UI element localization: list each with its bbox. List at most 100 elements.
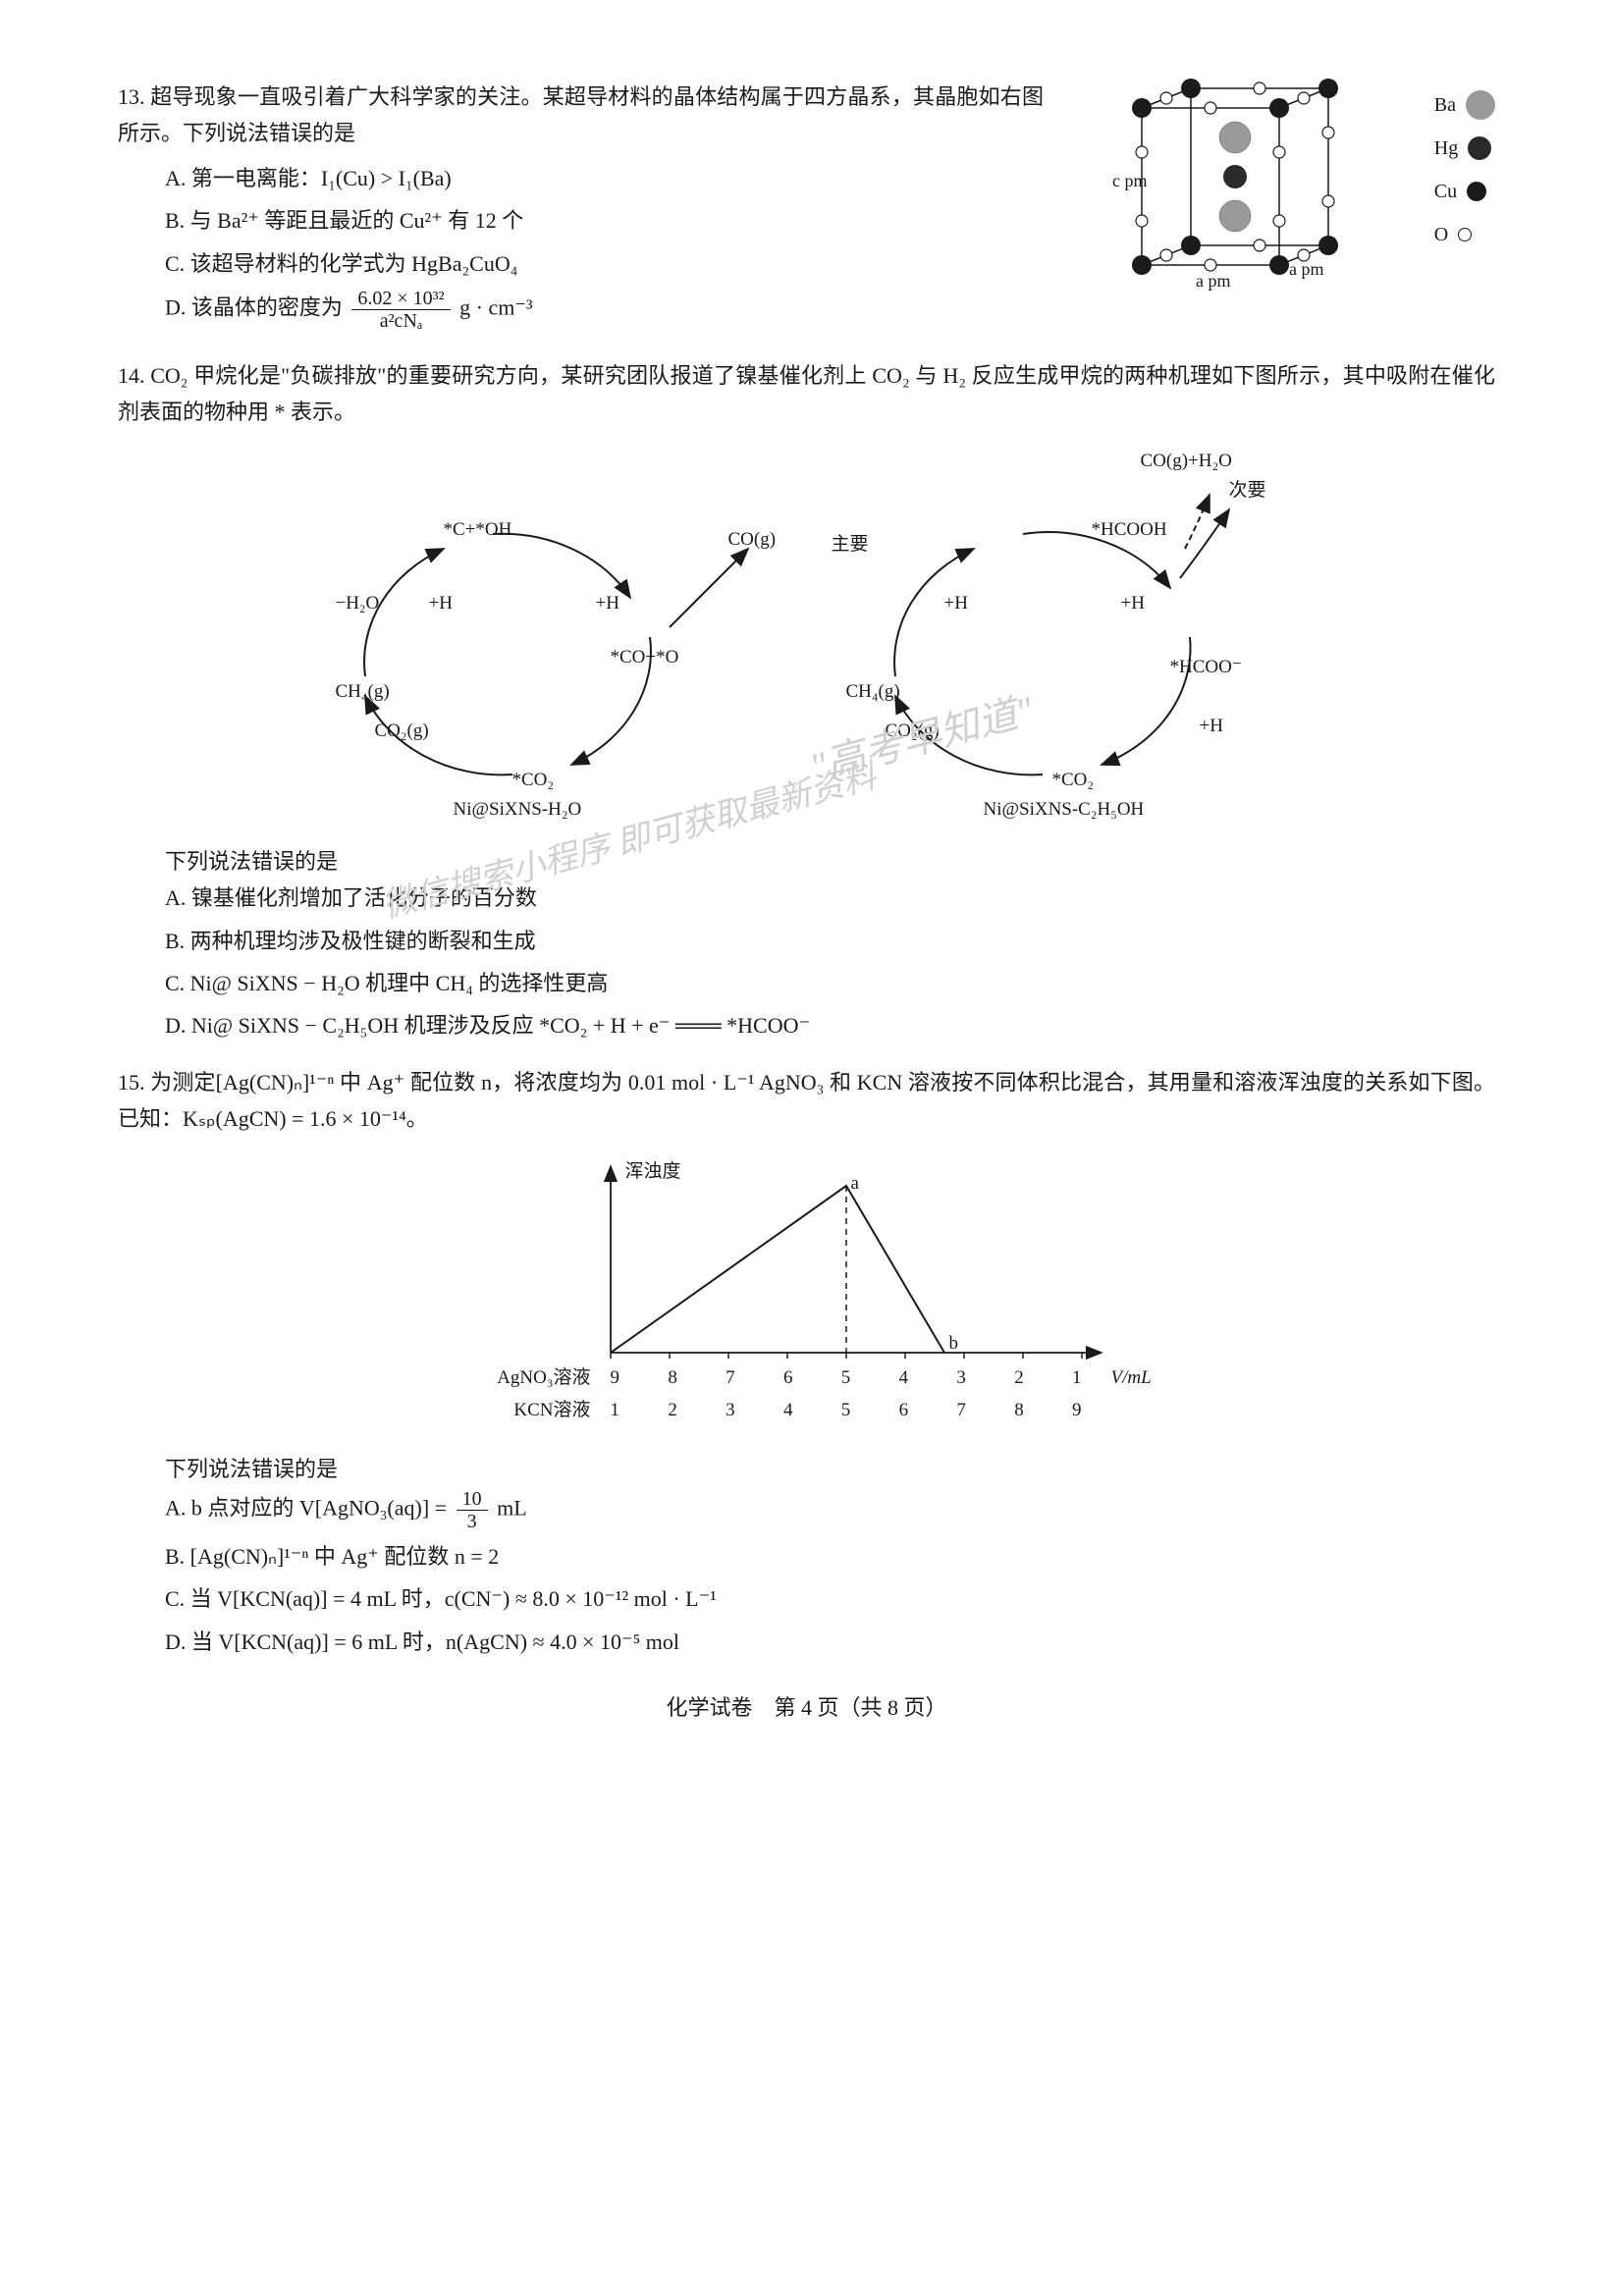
q13-stem-wrapper: 13. 超导现象一直吸引着广大科学家的关注。某超导材料的晶体结构属于四方晶系，其… [118, 79, 1044, 152]
q13-option-c: C. 该超导材料的化学式为 HgBa₂CuO₄ [118, 245, 1044, 282]
q15-stem: 为测定[Ag(CN)ₙ]¹⁻ⁿ 中 Ag⁺ 配位数 n，将浓度均为 0.01 m… [118, 1070, 1495, 1131]
kcn-values: 123456789 [611, 1395, 1082, 1426]
q15-option-d: D. 当 V[KCN(aq)] = 6 mL 时，n(AgCN) ≈ 4.0 ×… [118, 1624, 1495, 1660]
q14-option-b: B. 两种机理均涉及极性键的断裂和生成 [118, 923, 1495, 959]
frac-numerator: 10 [457, 1488, 488, 1511]
cu-icon [1467, 182, 1486, 201]
q14-stem: CO₂ 甲烷化是"负碳排放"的重要研究方向，某研究团队报道了镍基催化剂上 CO₂… [118, 363, 1495, 424]
tick-value: 4 [899, 1362, 909, 1394]
q15-option-b: B. [Ag(CN)ₙ]¹⁻ⁿ 中 Ag⁺ 配位数 n = 2 [118, 1538, 1495, 1575]
legend-cu: Cu [1434, 175, 1495, 208]
q14-option-a: A. 镍基催化剂增加了活化分子的百分数 [118, 880, 1495, 916]
kcn-label: KCN溶液 [414, 1395, 611, 1426]
tick-value: 6 [899, 1395, 909, 1426]
crystal-legend: Ba Hg Cu O [1434, 88, 1495, 251]
lbl-sco2r: *CO₂ [1052, 765, 1095, 796]
turbidity-chart: 浑浊度 a b V/mL AgNO₃溶液 987654321 KCN溶液 123… [414, 1147, 1200, 1441]
lbl-h2o: −H₂O [336, 588, 380, 619]
agno3-values: 987654321 [611, 1362, 1082, 1394]
legend-o: O [1434, 218, 1495, 251]
q15-option-a: A. b 点对应的 V[AgNO₃(aq)] = 10 3 mL [118, 1488, 1495, 1532]
tick-value: 8 [668, 1362, 677, 1394]
dim-c: c pm [1112, 171, 1148, 190]
tick-value: 6 [783, 1362, 793, 1394]
q14-option-c: C. Ni@ SiXNS − H₂O 机理中 CH₄ 的选择性更高 [118, 965, 1495, 1001]
q15-stem-wrapper: 15. 为测定[Ag(CN)ₙ]¹⁻ⁿ 中 Ag⁺ 配位数 n，将浓度均为 0.… [118, 1064, 1495, 1138]
lbl-co2l: CO₂(g) [375, 716, 429, 747]
agno3-label: AgNO₃溶液 [414, 1362, 611, 1394]
lbl-catl: Ni@SiXNS-H₂O [454, 794, 582, 826]
legend-o-label: O [1434, 218, 1448, 251]
lbl-ch4r: CH₄(g) [846, 676, 900, 708]
q15-conclusion: 下列说法错误的是 [118, 1451, 1495, 1487]
tick-value: 8 [1014, 1395, 1024, 1426]
point-a: a [851, 1168, 859, 1200]
agno3-row: AgNO₃溶液 987654321 [414, 1362, 1200, 1394]
q15-number: 15. [118, 1070, 145, 1095]
lbl-co2r: CO₂(g) [886, 716, 940, 747]
lbl-co-h2o: CO(g)+H₂O [1141, 446, 1232, 477]
tick-value: 5 [841, 1362, 851, 1394]
tick-value: 3 [726, 1395, 735, 1426]
chart-svg [414, 1147, 1200, 1382]
kcn-row: KCN溶液 123456789 [414, 1395, 1200, 1426]
ylabel: 浑浊度 [625, 1156, 681, 1188]
legend-ba: Ba [1434, 88, 1495, 122]
lbl-h3: +H [944, 588, 968, 619]
legend-cu-label: Cu [1434, 175, 1457, 208]
lbl-sco2l: *CO₂ [512, 765, 555, 796]
q14-conclusion: 下列说法错误的是 [118, 843, 1495, 880]
tick-value: 1 [1072, 1362, 1082, 1394]
q14-number: 14. [118, 363, 145, 388]
lbl-h1: +H [429, 588, 453, 619]
ba-icon [1466, 90, 1495, 120]
fraction: 6.02 × 10³² a²cNₐ [351, 288, 450, 332]
lbl-hcooh: *HCOOH [1092, 514, 1167, 546]
lbl-hcoo: *HCOO⁻ [1170, 652, 1242, 683]
page-footer: 化学试卷 第 4 页（共 8 页） [118, 1689, 1495, 1726]
lbl-co-o: *CO+*O [611, 642, 679, 673]
lbl-c-oh: *C+*OH [444, 514, 512, 546]
lbl-ch4l: CH₄(g) [336, 676, 390, 708]
crystal-diagram: c pm a pm a pm Ba Hg Cu O [1083, 79, 1495, 294]
question-15: 15. 为测定[Ag(CN)ₙ]¹⁻ⁿ 中 Ag⁺ 配位数 n，将浓度均为 0.… [118, 1064, 1495, 1660]
q13-d-prefix: D. 该晶体的密度为 [165, 295, 343, 320]
lbl-main: 主要 [832, 529, 869, 561]
question-13: 13. 超导现象一直吸引着广大科学家的关注。某超导材料的晶体结构属于四方晶系，其… [118, 79, 1495, 338]
q15-a-suffix: mL [497, 1495, 527, 1520]
tick-value: 2 [1014, 1362, 1024, 1394]
fraction: 10 3 [457, 1488, 488, 1532]
lbl-h4: +H [1121, 588, 1145, 619]
q13-option-d: D. 该晶体的密度为 6.02 × 10³² a²cNₐ g · cm⁻³ [118, 288, 1044, 332]
frac-numerator: 6.02 × 10³² [351, 288, 450, 310]
legend-hg-label: Hg [1434, 132, 1458, 165]
crystal-svg: c pm a pm a pm [1083, 79, 1377, 294]
q13-d-suffix: g · cm⁻³ [459, 295, 532, 320]
q13-number: 13. [118, 84, 145, 109]
tick-value: 4 [783, 1395, 793, 1426]
q13-option-b: B. 与 Ba²⁺ 等距且最近的 Cu²⁺ 有 12 个 [118, 202, 1044, 239]
tick-value: 2 [668, 1395, 677, 1426]
q15-option-c: C. 当 V[KCN(aq)] = 4 mL 时，c(CN⁻) ≈ 8.0 × … [118, 1580, 1495, 1617]
legend-ba-label: Ba [1434, 88, 1456, 122]
tick-value: 7 [726, 1362, 735, 1394]
lbl-minor: 次要 [1229, 475, 1266, 507]
dim-a2: a pm [1289, 259, 1324, 279]
tick-value: 9 [611, 1362, 620, 1394]
tick-value: 7 [956, 1395, 966, 1426]
question-14: 14. CO₂ 甲烷化是"负碳排放"的重要研究方向，某研究团队报道了镍基催化剂上… [118, 357, 1495, 1044]
o-icon [1458, 228, 1472, 241]
lbl-catr: Ni@SiXNS-C₂H₅OH [984, 794, 1145, 826]
hg-icon [1468, 136, 1491, 160]
lbl-h5: +H [1200, 711, 1223, 742]
q14-option-d: D. Ni@ SiXNS − C₂H₅OH 机理涉及反应 *CO₂ + H + … [118, 1007, 1495, 1043]
q14-stem-wrapper: 14. CO₂ 甲烷化是"负碳排放"的重要研究方向，某研究团队报道了镍基催化剂上… [118, 357, 1495, 431]
mechanism-diagram: CO(g)+H₂O 次要 *C+*OH *HCOOH CO(g) 主要 −H₂O… [218, 441, 1396, 833]
q13-stem: 超导现象一直吸引着广大科学家的关注。某超导材料的晶体结构属于四方晶系，其晶胞如右… [118, 84, 1044, 145]
lbl-cog: CO(g) [728, 524, 777, 556]
tick-value: 1 [611, 1395, 620, 1426]
tick-value: 9 [1072, 1395, 1082, 1426]
legend-hg: Hg [1434, 132, 1495, 165]
dim-a1: a pm [1196, 271, 1231, 291]
frac-denominator: 3 [461, 1511, 483, 1532]
